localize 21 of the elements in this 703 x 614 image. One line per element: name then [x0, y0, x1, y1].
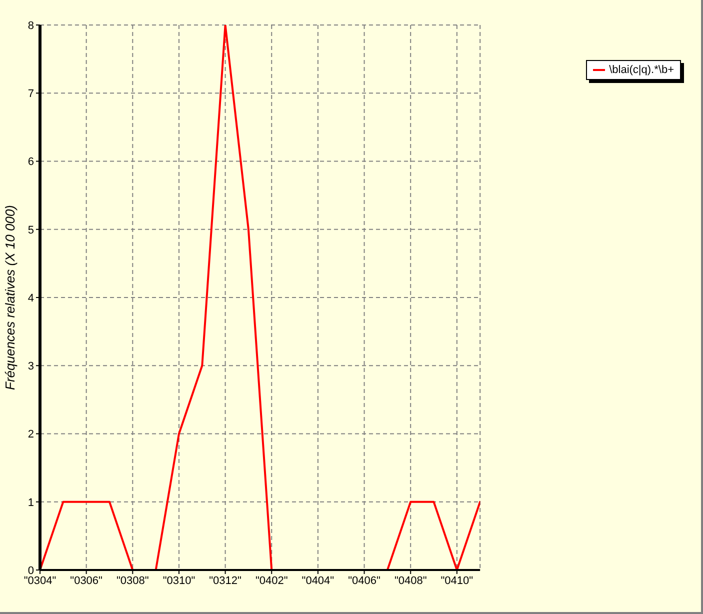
x-tick-label: "0406"	[348, 574, 381, 587]
x-tick-label: "0304"	[24, 574, 56, 587]
x-tick-label: "0312"	[209, 574, 242, 587]
y-tick-label: 1	[28, 496, 34, 509]
y-tick-label: 2	[28, 428, 34, 441]
y-tick-label: 3	[28, 360, 34, 373]
x-tick-label: "0308"	[116, 574, 149, 587]
y-axis-title: Fréquences relatives (X 10 000)	[2, 205, 18, 390]
x-tick-label: "0402"	[255, 574, 288, 587]
y-tick-label: 5	[28, 224, 34, 236]
x-tick-label: "0306"	[70, 574, 103, 587]
y-tick-label: 0	[28, 564, 34, 577]
y-tick-label: 6	[28, 156, 34, 168]
x-tick-label: "0410"	[440, 574, 474, 587]
y-tick-label: 4	[28, 292, 34, 304]
legend-label: \blai(c|q).*\b+	[609, 64, 674, 76]
y-tick-label: 8	[28, 20, 34, 32]
x-tick-label: "0310"	[162, 574, 196, 587]
x-tick-label: "0408"	[394, 574, 427, 587]
x-tick-label: "0404"	[302, 574, 334, 587]
y-tick-label: 7	[28, 88, 34, 100]
